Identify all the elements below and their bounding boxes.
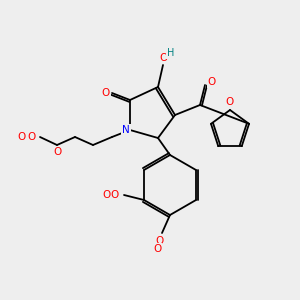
Text: H: H	[167, 48, 175, 58]
Text: O: O	[159, 53, 167, 63]
Text: O: O	[110, 190, 118, 200]
Text: O: O	[208, 77, 216, 87]
Text: O: O	[28, 132, 36, 142]
Text: O: O	[102, 190, 110, 200]
Text: N: N	[122, 125, 130, 135]
Text: O: O	[226, 97, 234, 107]
Text: O: O	[155, 236, 163, 246]
Text: O: O	[153, 244, 161, 254]
Text: O: O	[53, 147, 61, 157]
Text: O: O	[18, 132, 26, 142]
Text: O: O	[102, 88, 110, 98]
